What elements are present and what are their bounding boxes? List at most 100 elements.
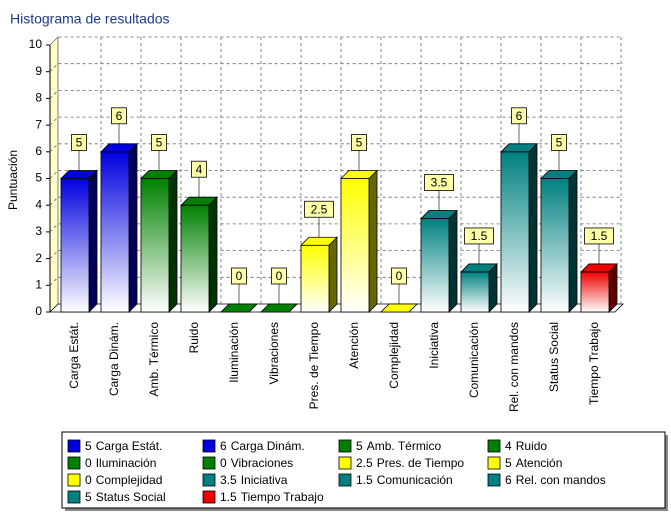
legend-value: 5 — [356, 439, 363, 453]
value-label-box — [191, 160, 207, 178]
value-label: 5 — [356, 136, 363, 150]
legend-entry: 5 Status Social — [85, 490, 166, 504]
bar-top — [260, 303, 298, 313]
legend-entry: 1.5 Comunicación — [356, 473, 453, 487]
x-tick-label: Pres. de Tiempo — [307, 322, 321, 410]
legend-entry: 2.5 Pres. de Tiempo — [356, 456, 464, 470]
legend-value: 1.5 — [220, 490, 237, 504]
value-label-box — [151, 134, 167, 151]
value-label: 1.5 — [591, 229, 608, 243]
value-label: 6 — [516, 109, 523, 123]
bar-side-shade — [169, 170, 177, 312]
legend-value: 3.5 — [220, 473, 237, 487]
bar-top — [420, 210, 458, 219]
bar — [340, 178, 370, 313]
legend-name: Rel. con mandos — [516, 473, 606, 487]
chart-title: Histograma de resultados — [10, 11, 170, 27]
value-label-box — [231, 267, 247, 285]
legend-name: Carga Estát. — [96, 439, 163, 453]
x-tick-label: Carga Estát. — [67, 322, 81, 389]
legend-name: Vibraciones — [231, 456, 293, 470]
legend-swatch — [338, 439, 352, 453]
legend-entry: 1.5 Tiempo Trabajo — [220, 490, 324, 504]
legend-entry: 3.5 Iniciativa — [220, 473, 288, 487]
x-tick-label: Iluminación — [227, 322, 241, 383]
y-axis-label: Puntuación — [6, 150, 20, 210]
bar-top — [500, 143, 538, 153]
value-label-box — [71, 134, 87, 151]
x-tick-label: Atención — [347, 322, 361, 369]
legend-name: Tiempo Trabajo — [241, 490, 324, 504]
legend-swatch — [67, 490, 81, 504]
legend-swatch — [202, 439, 216, 453]
legend-entry: 6 Carga Dinám. — [220, 439, 305, 453]
bar-top — [580, 263, 618, 273]
legend-swatch — [67, 456, 81, 470]
legend-value: 5 — [85, 490, 92, 504]
value-label-box — [424, 174, 454, 191]
legend-entry: 0 Iluminación — [85, 456, 156, 470]
legend-swatch — [338, 456, 352, 470]
bar-top — [220, 303, 258, 313]
bar — [460, 271, 490, 313]
value-label-box — [391, 267, 407, 285]
bar-top — [60, 170, 98, 179]
bar — [180, 204, 210, 313]
bar-side-shade — [569, 170, 577, 312]
legend-name: Iniciativa — [241, 473, 288, 487]
legend-swatch — [202, 490, 216, 504]
bar-top — [100, 143, 138, 153]
y-tick-label: 1 — [35, 277, 42, 291]
bar-side-shade — [609, 263, 617, 312]
y-tick-label: 3 — [35, 224, 42, 238]
legend-swatch — [487, 456, 501, 470]
legend-value: 4 — [505, 439, 512, 453]
legend-swatch — [487, 439, 501, 453]
legend-value: 5 — [505, 456, 512, 470]
legend-value: 0 — [85, 456, 92, 470]
value-label: 5 — [556, 136, 563, 150]
legend-name: Ruido — [516, 439, 548, 453]
legend-entry: 5 Carga Estát. — [85, 439, 162, 453]
legend-name: Iluminación — [96, 456, 157, 470]
grid-line — [49, 63, 623, 72]
value-label-box — [271, 267, 287, 285]
x-tick-label: Rel. con mandos — [507, 322, 521, 412]
side-wall — [49, 36, 59, 313]
x-tick-label: Amb. Térmico — [147, 322, 161, 397]
legend-value: 0 — [85, 473, 92, 487]
bar-side-shade — [529, 143, 537, 312]
value-label-box — [304, 200, 334, 218]
value-label: 0 — [276, 269, 283, 283]
legend-name: Carga Dinám. — [231, 439, 305, 453]
x-tick-label: Status Social — [547, 322, 561, 392]
bar-top — [540, 170, 578, 179]
value-label: 0 — [236, 269, 243, 283]
y-tick-label: 10 — [29, 37, 43, 51]
bar-top — [180, 196, 218, 206]
bar-side-shade — [129, 143, 137, 312]
x-tick-label: Comunicación — [467, 322, 481, 398]
bar — [420, 218, 450, 313]
y-tick-label: 0 — [35, 304, 42, 318]
grid-line — [49, 90, 623, 99]
value-label: 1.5 — [471, 229, 488, 243]
legend-name: Comunicación — [377, 473, 453, 487]
y-tick-label: 9 — [35, 64, 42, 78]
legend-value: 2.5 — [356, 456, 373, 470]
y-tick-label: 5 — [35, 171, 42, 185]
legend-value: 6 — [220, 439, 227, 453]
bar — [540, 178, 570, 313]
legend-name: Pres. de Tiempo — [377, 456, 465, 470]
y-tick-label: 7 — [35, 117, 42, 131]
value-label: 6 — [116, 109, 123, 123]
legend-swatch — [487, 473, 501, 487]
bar — [580, 271, 610, 313]
bar — [60, 178, 90, 313]
value-label-box — [111, 107, 127, 125]
legend-entry: 6 Rel. con mandos — [505, 473, 606, 487]
value-label-box — [464, 227, 494, 245]
legend-value: 1.5 — [356, 473, 373, 487]
bar-top — [460, 263, 498, 273]
